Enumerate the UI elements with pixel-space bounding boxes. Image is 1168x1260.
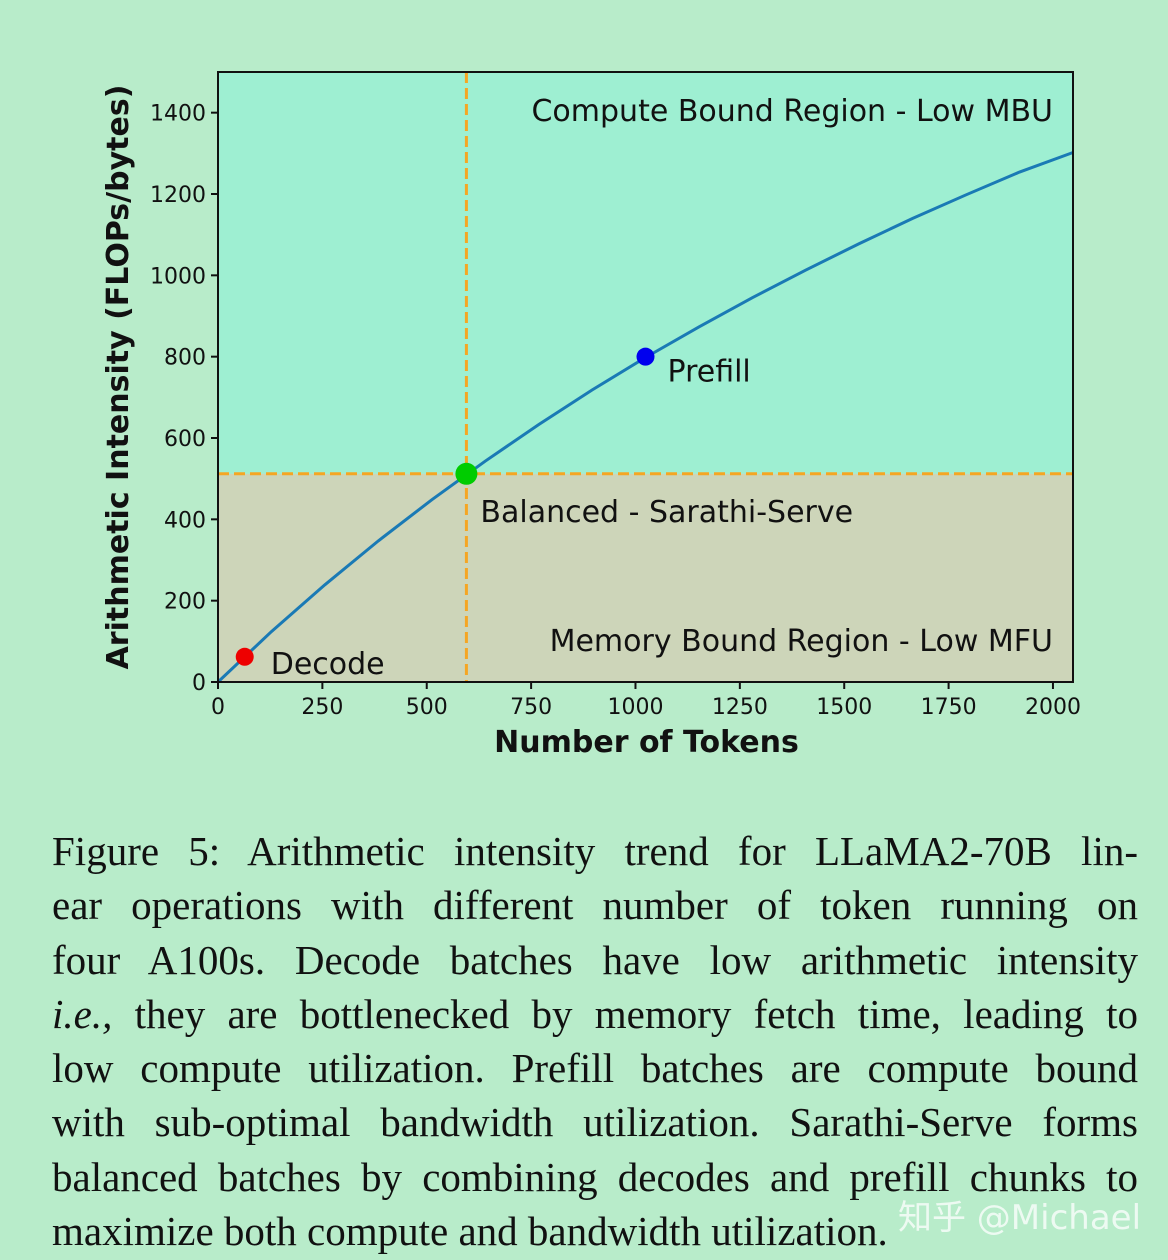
region-label: Compute Bound Region - Low MBU	[531, 94, 1053, 129]
y-tick-label: 400	[164, 508, 206, 533]
x-tick-label: 2000	[1025, 695, 1081, 720]
caption-emphasis: i.e.,	[52, 990, 113, 1037]
caption-line: low compute utilization. Prefill batches…	[52, 1045, 1138, 1092]
x-tick-label: 750	[510, 695, 552, 720]
y-axis-label: Arithmetic Intensity (FLOPs/bytes)	[101, 85, 136, 670]
x-axis-label: Number of Tokens	[494, 725, 799, 760]
caption-line: maximize both compute and bandwidth util…	[52, 1208, 888, 1255]
y-tick-label: 200	[164, 590, 206, 615]
caption-line: ear operations with different number of …	[52, 882, 1138, 929]
x-tick-label: 0	[211, 695, 225, 720]
x-tick-label: 1750	[921, 695, 977, 720]
region-label: Memory Bound Region - Low MFU	[550, 624, 1053, 659]
caption-line: with sub-optimal bandwidth utilization. …	[52, 1099, 1138, 1146]
caption-line: four A100s. Decode batches have low arit…	[52, 936, 1138, 983]
y-tick-label: 600	[164, 427, 206, 452]
chart: 0 200 400 600 800 1000 1200 1400 0 250 500 750 1000 1…	[101, 71, 1081, 760]
point-label: Decode	[271, 647, 385, 682]
y-tick-label: 800	[164, 346, 206, 371]
x-tick-label: 1000	[607, 695, 663, 720]
caption-line: i.e., they are bottlenecked by memory fe…	[52, 987, 1138, 1041]
point-label: Prefill	[668, 355, 751, 390]
y-tick-label: 1000	[150, 264, 206, 289]
caption-line: balanced batches by combining decodes an…	[52, 1153, 1138, 1200]
caption: Figure 5: Arithmetic intensity trend for…	[52, 824, 1138, 1258]
y-tick-label: 1200	[150, 183, 206, 208]
x-tick-label: 1250	[712, 695, 768, 720]
x-tick-label: 500	[406, 695, 448, 720]
point	[455, 462, 478, 485]
point	[235, 647, 254, 666]
caption-text: they are bottlenecked by memory fetch ti…	[134, 990, 1139, 1037]
point	[636, 347, 655, 366]
x-tick-label: 1500	[816, 695, 872, 720]
compute-region	[218, 72, 1073, 474]
watermark: 知乎 @Michael	[898, 1198, 1142, 1238]
y-tick-label: 0	[192, 671, 206, 696]
point-label: Balanced - Sarathi-Serve	[480, 495, 853, 530]
x-tick-label: 250	[301, 695, 343, 720]
y-tick-label: 1400	[150, 102, 206, 127]
caption-line: Figure 5: Arithmetic intensity trend for…	[52, 828, 1138, 874]
memory-region	[218, 473, 1073, 682]
plot-frame	[217, 71, 1074, 683]
